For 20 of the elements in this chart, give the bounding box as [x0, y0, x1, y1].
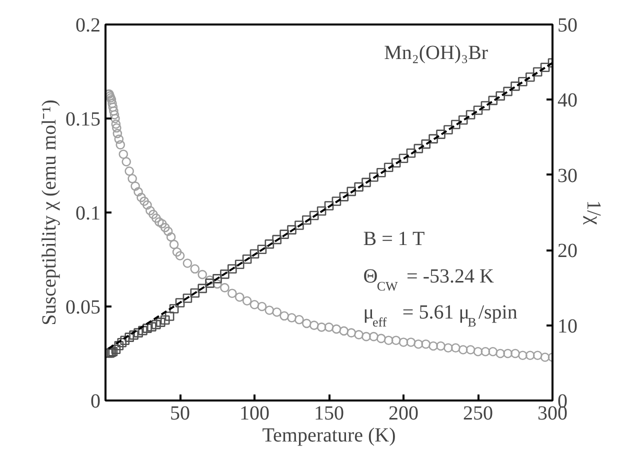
y-tick-label: 0 — [90, 390, 100, 412]
x-tick-label: 150 — [314, 402, 344, 424]
y2-axis-title: 1/χ — [582, 200, 604, 225]
y2-tick-label: 50 — [558, 14, 578, 36]
annotation: Mn₂(OH)₃Br — [384, 42, 488, 64]
x-tick-label: 250 — [463, 402, 493, 424]
y-tick-label: 0.1 — [76, 202, 100, 224]
x-tick-label: 50 — [170, 402, 190, 424]
x-tick-label: 100 — [240, 402, 270, 424]
y-tick-label: 0.15 — [66, 108, 100, 130]
y2-tick-label: 30 — [558, 164, 578, 187]
y2-tick-label: 10 — [558, 315, 578, 338]
x-axis-title: Temperature (K) — [262, 424, 396, 446]
y-tick-label: 0.05 — [66, 296, 100, 318]
x-tick-label: 200 — [388, 402, 418, 424]
y-axis-title: Susceptibility χ (emu mol⁻¹) — [38, 100, 60, 326]
y2-tick-label: 20 — [558, 240, 578, 262]
annotation: B = 1 T — [363, 228, 425, 250]
y2-tick-label: 40 — [558, 90, 578, 112]
y-tick-label: 0.2 — [76, 14, 100, 36]
